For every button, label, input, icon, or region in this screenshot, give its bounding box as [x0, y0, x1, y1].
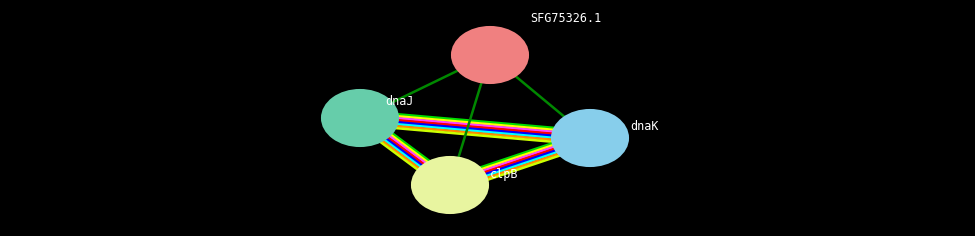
Ellipse shape: [552, 110, 628, 166]
Ellipse shape: [452, 27, 528, 83]
Text: dnaK: dnaK: [630, 120, 658, 133]
Ellipse shape: [322, 90, 398, 146]
Text: clpB: clpB: [490, 168, 519, 181]
Ellipse shape: [412, 157, 488, 213]
Text: SFG75326.1: SFG75326.1: [530, 12, 602, 25]
Text: dnaJ: dnaJ: [385, 95, 413, 108]
